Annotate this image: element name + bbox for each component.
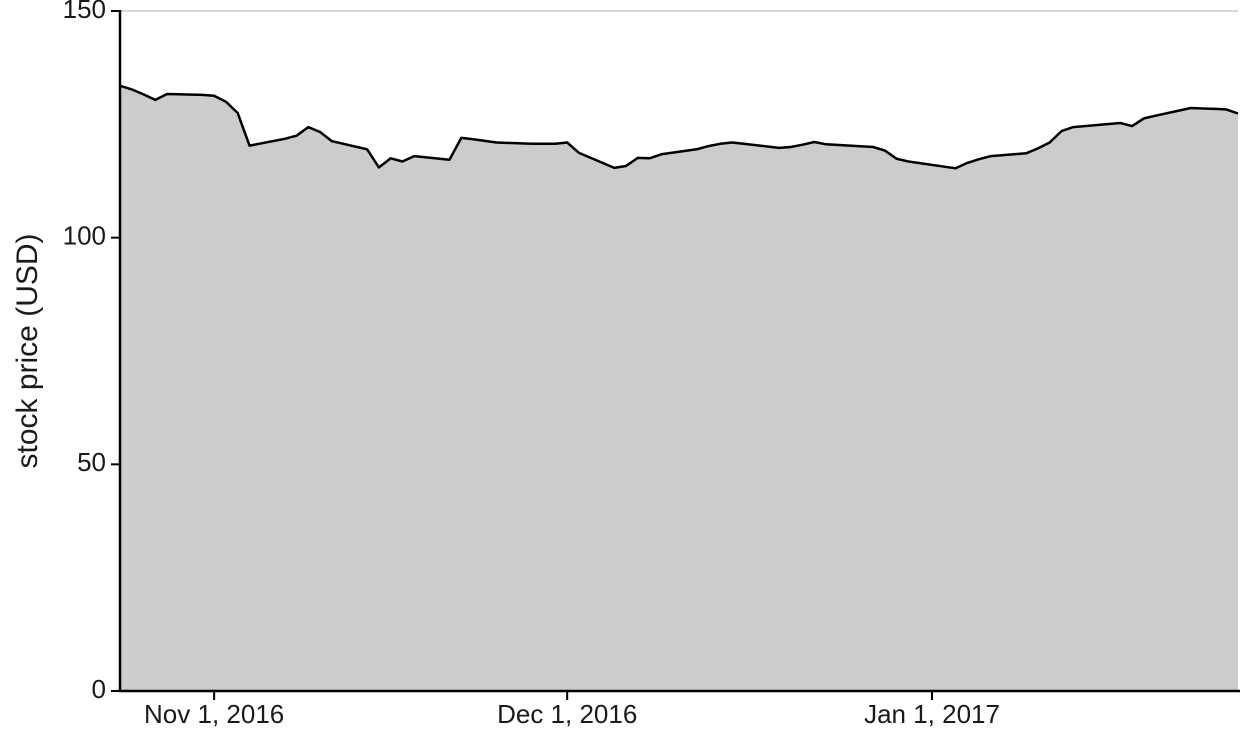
y-tick-label-100: 100 <box>63 221 106 251</box>
ticks: 0 50 100 150 Nov 1, 2016 Dec 1, 2016 Jan 1, 20… <box>63 0 1000 729</box>
x-tick-label-0: Nov 1, 2016 <box>144 699 284 729</box>
x-tick-label-2: Jan 1, 2017 <box>864 699 1000 729</box>
axes <box>118 10 1240 693</box>
x-tick-label-1: Dec 1, 2016 <box>497 699 637 729</box>
y-axis-title: stock price (USD) <box>11 233 44 468</box>
y-tick-label-0: 0 <box>92 674 106 704</box>
area-fill <box>120 85 1238 692</box>
y-tick-label-50: 50 <box>77 447 106 477</box>
price-line <box>119 84 1239 170</box>
y-tick-label-150: 150 <box>63 0 106 24</box>
